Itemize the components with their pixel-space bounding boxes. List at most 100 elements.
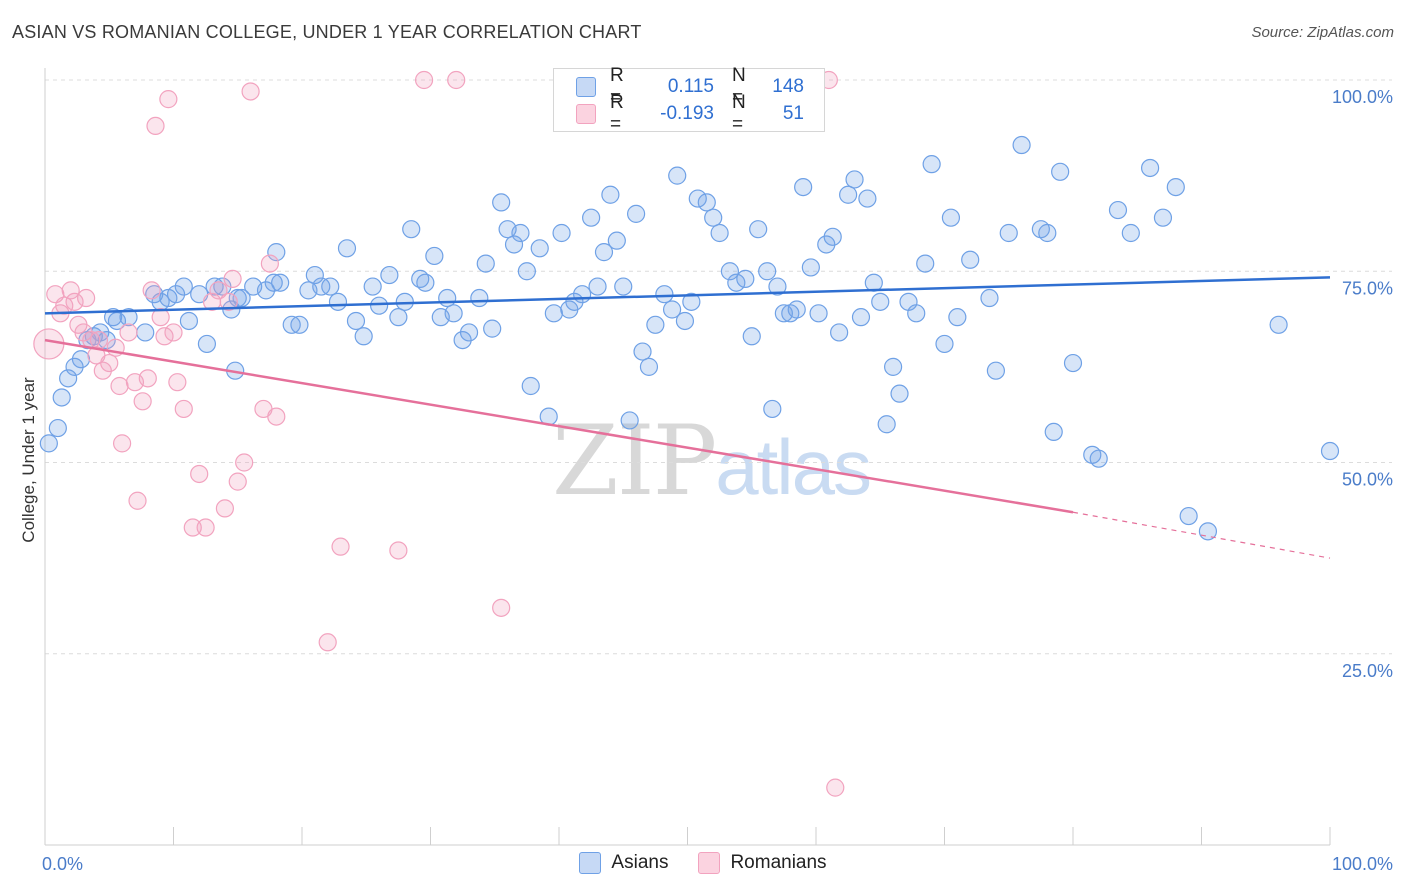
asians-point (688, 189, 707, 208)
asians-point (1179, 506, 1198, 526)
romanians-point (128, 491, 147, 510)
asians-point (704, 208, 723, 227)
romanians-point (164, 323, 183, 342)
asians-point (264, 273, 283, 292)
asians-point (470, 288, 489, 308)
source-label: Source: ZipAtlas.com (1251, 24, 1394, 41)
asians-point (354, 327, 373, 346)
legend-r-label: R = (610, 65, 624, 108)
asians-point (697, 193, 716, 212)
asians-point (337, 239, 357, 258)
asians-point (271, 273, 290, 292)
romanians-point (33, 328, 65, 360)
romanians-point (138, 369, 157, 388)
romanians-point (133, 392, 152, 411)
asians-point (787, 300, 806, 319)
asians-point (736, 269, 755, 288)
asians-point (935, 334, 954, 354)
asians-point (961, 250, 980, 269)
asians-point (346, 311, 366, 331)
asians-point (980, 288, 999, 308)
asians-point (1166, 178, 1185, 197)
asians-point (922, 155, 941, 174)
watermark-atlas: atlas (715, 423, 872, 511)
asians-point (504, 235, 524, 254)
asians-point (839, 185, 858, 204)
asians-point (363, 277, 382, 296)
asians-point (1153, 208, 1173, 227)
asians-point (941, 208, 961, 227)
asians-point (544, 304, 563, 323)
asians-point (742, 327, 761, 346)
asians-point (871, 292, 890, 311)
romanians-point (196, 518, 215, 537)
asians-point (256, 281, 276, 300)
asians-point (620, 411, 639, 430)
asians-point (1012, 135, 1031, 155)
romanians-point (219, 292, 238, 311)
asians-point (71, 350, 91, 369)
legend: R = 0.115 N = 148 R = -0.193 N = 51 (553, 65, 825, 135)
romanians-point (155, 327, 174, 346)
asians-point (877, 415, 896, 434)
asians-point (794, 178, 813, 197)
romanians-point (100, 353, 119, 373)
chart-title: ASIAN VS ROMANIAN COLLEGE, UNDER 1 YEAR … (12, 22, 642, 42)
asians-point (883, 357, 903, 376)
asians-point (179, 311, 199, 331)
asians-point (668, 166, 687, 185)
watermark: ZIPatlas (552, 405, 872, 517)
legend-n-value: 51 (782, 103, 804, 124)
asians-point (588, 277, 607, 296)
asians-point (59, 369, 78, 388)
asians-point (1108, 200, 1128, 220)
y-tick-label: 50.0% (1342, 470, 1393, 490)
asians-point (907, 304, 926, 323)
grid (45, 79, 1392, 655)
asians-point (402, 220, 421, 239)
romanians-point (146, 116, 165, 136)
asians-point (197, 334, 217, 354)
legend-swatch-asians (576, 77, 596, 97)
asians-point (1140, 158, 1160, 178)
legend-n-label: N = (732, 65, 746, 108)
legend-r-label: R = (610, 92, 624, 135)
asians-point (267, 243, 286, 262)
series-legend-asians: Asians (579, 852, 668, 874)
series-legend: Asians Romanians (0, 852, 1406, 874)
asians-point (710, 223, 729, 243)
legend-row-romanians: R = -0.193 N = 51 (576, 92, 804, 135)
y-axis-title: College, Under 1 year (19, 377, 38, 543)
asians-point (749, 220, 768, 239)
romanians-trend-line (44, 338, 1074, 514)
asians-point (530, 239, 549, 258)
asians-point (614, 277, 633, 296)
asians-point (594, 243, 614, 262)
romanians-point (168, 373, 187, 392)
asians-point (52, 388, 71, 407)
romanians-point (826, 778, 845, 797)
romanians-point (209, 281, 228, 300)
romanians-point (267, 407, 286, 426)
asians-point (633, 342, 652, 361)
romanians-point (159, 90, 178, 109)
asians-point (282, 315, 301, 334)
asians-point (511, 223, 530, 243)
asians-point (851, 308, 871, 327)
asians-point (727, 273, 746, 292)
romanians-point (112, 434, 132, 453)
y-tick-label: 25.0% (1342, 661, 1393, 681)
asians-point (607, 231, 626, 250)
asians-point (425, 246, 444, 266)
asians-point (675, 311, 695, 331)
asians-point (639, 357, 659, 376)
asians-point (228, 288, 247, 308)
asians-point (864, 273, 883, 292)
asians-point (858, 189, 877, 208)
asians-point (119, 308, 138, 327)
romanians-point (260, 254, 279, 273)
romanians-point (228, 472, 247, 491)
asians-point (1269, 315, 1288, 334)
asians-point (370, 296, 389, 315)
